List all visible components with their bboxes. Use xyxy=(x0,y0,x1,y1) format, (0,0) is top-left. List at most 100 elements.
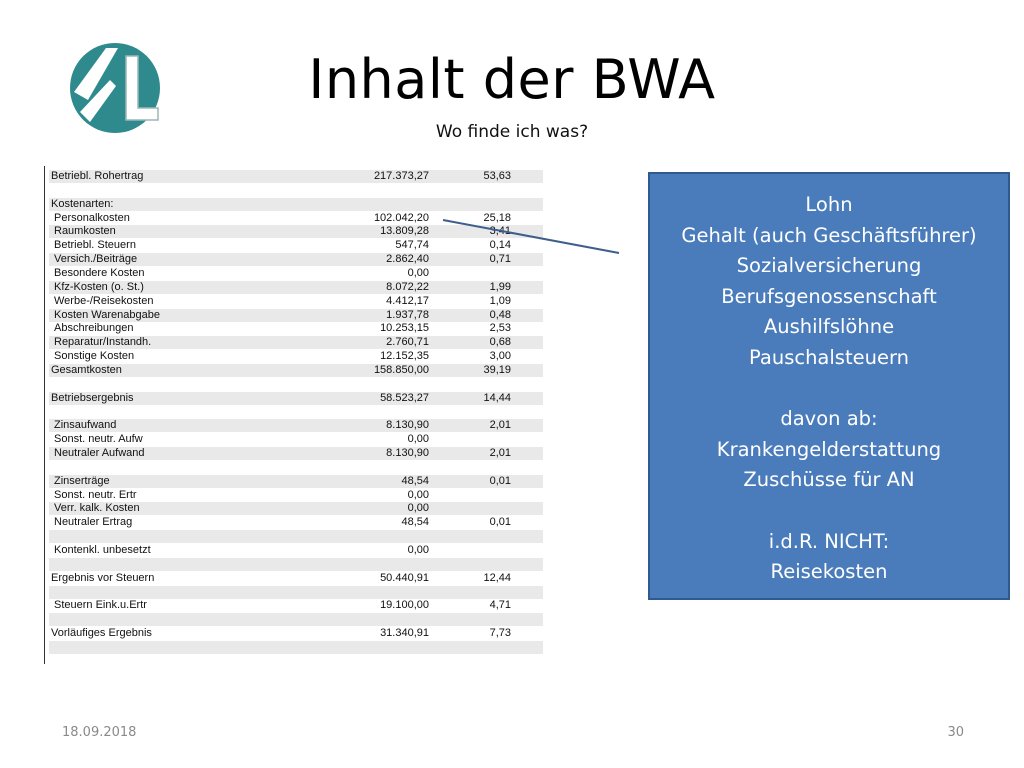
row-amount: 158.850,00 xyxy=(373,363,429,376)
table-row: Sonst. neutr. Ertr 0,00 xyxy=(49,489,543,502)
row-percent: 53,63 xyxy=(483,170,511,182)
row-amount: 217.373,27 xyxy=(373,170,429,182)
table-row: Sonstige Kosten 12.152,35 3,00 xyxy=(49,350,543,363)
row-amount: 8.072,22 xyxy=(386,280,429,293)
row-percent: 2,01 xyxy=(489,447,511,459)
row-label: Versich./Beiträge xyxy=(54,253,138,266)
row-label: Kostenarten: xyxy=(51,197,114,210)
table-row: Raumkosten 13.809,28 3,41 xyxy=(49,225,543,239)
table-row: Ergebnis vor Steuern 50.440,91 12,44 xyxy=(49,572,543,585)
callout-line: Lohn xyxy=(805,193,853,216)
row-amount: 50.440,91 xyxy=(380,571,429,584)
row-label: Sonst. neutr. Ertr xyxy=(54,488,137,501)
table-row: Werbe-/Reisekosten 4.412,17 1,09 xyxy=(49,295,543,308)
row-label: Ergebnis vor Steuern xyxy=(51,571,155,584)
row-label: Personalkosten xyxy=(54,211,130,224)
row-label: Werbe-/Reisekosten xyxy=(54,294,154,307)
callout-line: i.d.R. NICHT: xyxy=(768,529,890,553)
row-label: Reparatur/Instandh. xyxy=(54,336,152,349)
table-row: Zinserträge 48,54 0,01 xyxy=(49,474,543,488)
table-row: Verr. kalk. Kosten 0,00 xyxy=(49,502,543,516)
row-percent: 0,01 xyxy=(489,516,511,529)
row-percent: 0,71 xyxy=(489,253,511,266)
table-row xyxy=(49,613,543,627)
row-amount: 1.937,78 xyxy=(386,308,429,321)
table-row xyxy=(49,461,543,474)
table-row xyxy=(49,405,543,418)
company-logo-icon xyxy=(70,43,160,133)
table-row xyxy=(49,184,543,197)
row-amount: 58.523,27 xyxy=(380,391,429,404)
table-row xyxy=(49,530,543,544)
callout-line: Reisekosten xyxy=(770,560,888,584)
row-percent: 0,48 xyxy=(489,308,511,321)
table-row: Gesamtkosten 158.850,00 39,19 xyxy=(49,363,543,377)
table-row: Sonst. neutr. Aufw 0,00 xyxy=(49,433,543,446)
page-number: 30 xyxy=(947,725,964,740)
table-row: Neutraler Aufwand 8.130,90 2,01 xyxy=(49,447,543,460)
row-percent: 0,01 xyxy=(489,474,511,487)
row-percent: 7,73 xyxy=(489,627,511,640)
row-label: Betriebl. Rohertrag xyxy=(51,170,144,182)
row-label: Neutraler Aufwand xyxy=(54,447,145,459)
table-row: Zinsaufwand 8.130,90 2,01 xyxy=(49,419,543,433)
bwa-table: Betriebl. Rohertrag 217.373,27 53,63 Kosten… xyxy=(44,166,543,664)
row-label: Verr. kalk. Kosten xyxy=(54,502,140,515)
row-percent: 39,19 xyxy=(483,363,511,376)
row-label: Sonst. neutr. Aufw xyxy=(54,433,143,446)
table-row: Kontenkl. unbesetzt 0,00 xyxy=(49,544,543,557)
callout-line: Krankengelderstattung xyxy=(716,437,942,461)
row-amount: 0,00 xyxy=(407,433,429,446)
row-amount: 0,00 xyxy=(407,543,429,556)
row-label: Zinserträge xyxy=(54,474,110,487)
row-percent: 2,53 xyxy=(489,322,511,335)
row-amount: 10.253,15 xyxy=(380,322,429,335)
row-label: Betriebsergebnis xyxy=(51,391,134,404)
table-row xyxy=(49,585,543,599)
row-amount: 19.100,00 xyxy=(380,599,429,612)
row-amount: 8.130,90 xyxy=(386,447,429,459)
row-amount: 31.340,91 xyxy=(380,627,429,640)
table-row: Abschreibungen 10.253,15 2,53 xyxy=(49,322,543,335)
callout-line: Zuschüsse für AN xyxy=(743,468,915,492)
table-row: Besondere Kosten 0,00 xyxy=(49,267,543,280)
row-label: Kontenkl. unbesetzt xyxy=(54,543,151,556)
table-row: Kosten Warenabgabe 1.937,78 0,48 xyxy=(49,308,543,322)
row-amount: 13.809,28 xyxy=(380,225,429,238)
slide-subtitle: Wo finde ich was? xyxy=(435,122,589,142)
row-label: Steuern Eink.u.Ertr xyxy=(54,599,147,612)
table-row xyxy=(49,557,543,571)
callout-line: Gehalt (auch Geschäftsführer) xyxy=(681,223,977,247)
row-amount: 48,54 xyxy=(401,516,429,529)
row-percent: 1,99 xyxy=(489,280,511,293)
row-percent: 3,41 xyxy=(489,225,511,238)
row-label: Sonstige Kosten xyxy=(54,350,135,363)
row-label: Abschreibungen xyxy=(54,322,134,335)
row-label: Gesamtkosten xyxy=(51,363,122,376)
table-row: Vorläufiges Ergebnis 31.340,91 7,73 xyxy=(49,627,543,640)
row-percent: 2,01 xyxy=(489,419,511,432)
table-row: Neutraler Ertrag 48,54 0,01 xyxy=(49,516,543,529)
callout-line: Aushilfslöhne xyxy=(763,315,895,339)
callout-line xyxy=(650,496,1008,527)
row-percent: 0,14 xyxy=(489,239,511,252)
table-row: Kfz-Kosten (o. St.) 8.072,22 1,99 xyxy=(49,280,543,294)
row-amount: 12.152,35 xyxy=(380,350,429,363)
callout-line: Pauschalsteuern xyxy=(749,345,909,369)
row-amount: 2.862,40 xyxy=(386,253,429,266)
row-amount: 48,54 xyxy=(401,474,429,487)
table-row: Betriebl. Steuern 547,74 0,14 xyxy=(49,239,543,252)
callout-box: Lohn Gehalt (auch Geschäftsführer) Sozialv… xyxy=(648,172,1010,600)
row-amount: 547,74 xyxy=(395,239,429,252)
row-label: Neutraler Ertrag xyxy=(54,516,133,529)
table-row: Personalkosten 102.042,20 25,18 xyxy=(49,212,543,225)
row-percent: 14,44 xyxy=(483,391,511,404)
table-row xyxy=(49,640,543,654)
row-amount: 102.042,20 xyxy=(373,211,429,224)
row-percent: 0,68 xyxy=(489,336,511,349)
row-percent: 3,00 xyxy=(489,350,511,363)
row-percent: 12,44 xyxy=(483,571,511,584)
row-label: Besondere Kosten xyxy=(54,266,145,279)
row-percent: 1,09 xyxy=(489,294,511,307)
table-row: Versich./Beiträge 2.862,40 0,71 xyxy=(49,253,543,267)
